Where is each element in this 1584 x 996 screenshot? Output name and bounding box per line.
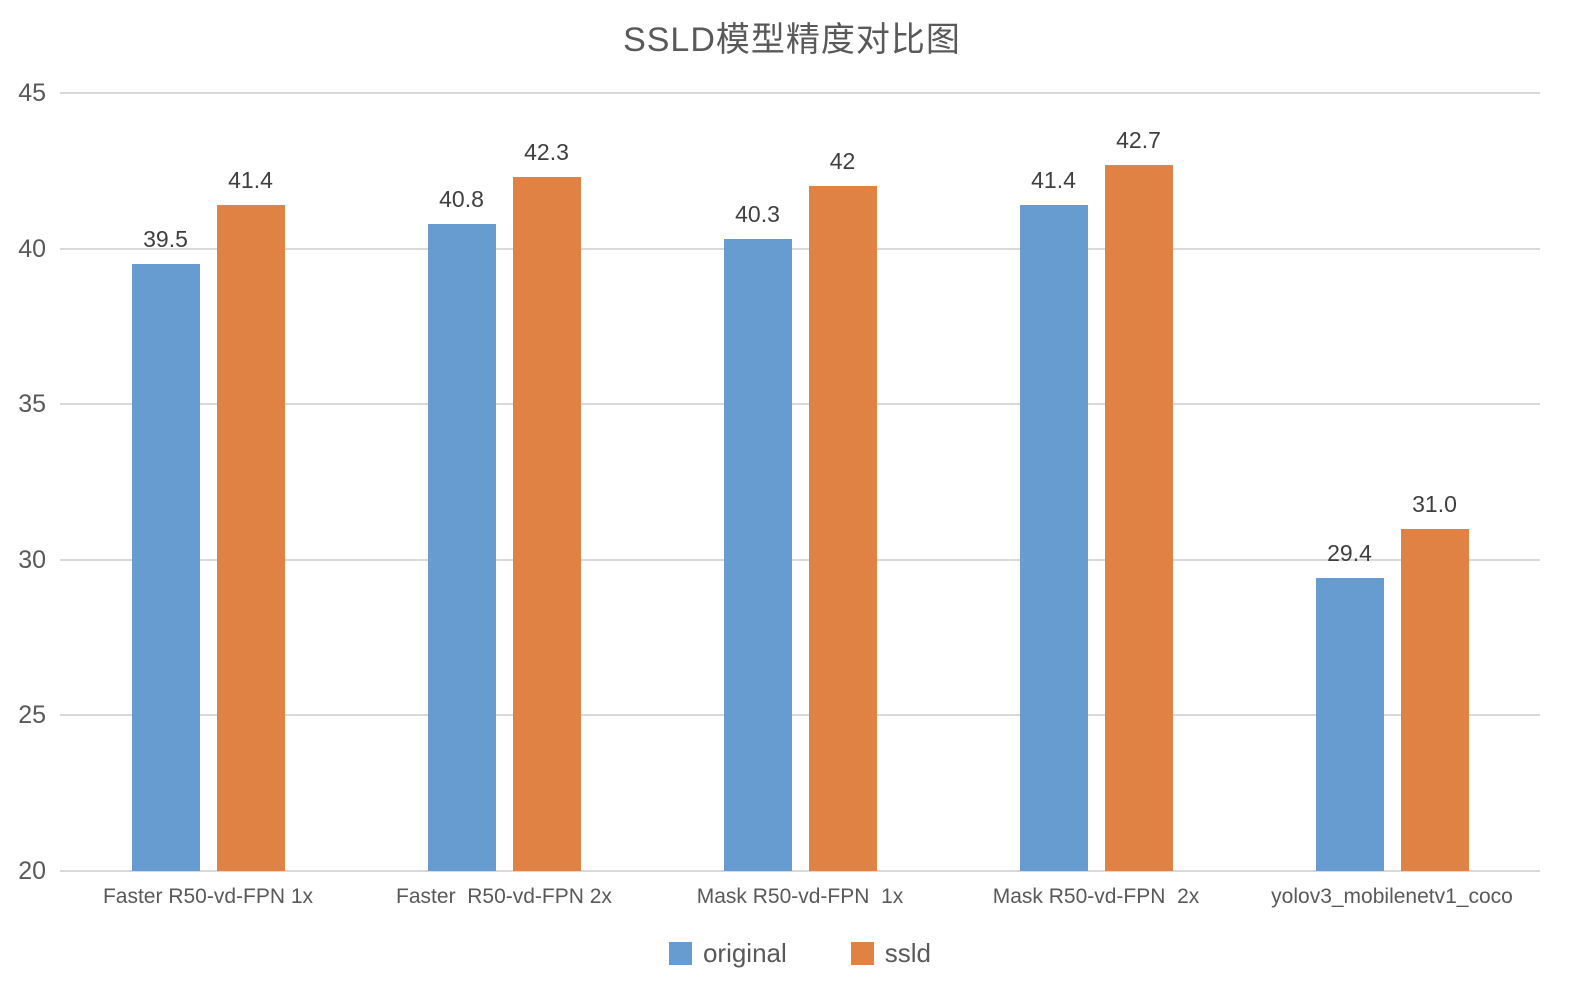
data-label-original-1: 40.8: [439, 185, 484, 212]
legend-swatch-original: [668, 942, 692, 965]
bar-ssld-2: [808, 186, 877, 871]
data-label-original-4: 29.4: [1327, 540, 1372, 567]
bar-original-0: [131, 264, 200, 871]
bar-original-4: [1315, 578, 1384, 871]
data-label-ssld-1: 42.3: [524, 139, 569, 166]
data-label-ssld-0: 41.4: [228, 167, 273, 194]
x-category-label-1: Faster R50-vd-FPN 2x: [396, 885, 612, 908]
data-label-original-0: 39.5: [143, 226, 188, 253]
x-category-label-3: Mask R50-vd-FPN 2x: [992, 885, 1200, 908]
bar-ssld-4: [1400, 528, 1469, 871]
y-tick-label-20: 20: [18, 857, 46, 885]
legend-item-ssld: ssld: [850, 938, 932, 969]
data-label-original-2: 40.3: [735, 201, 780, 228]
gridline-y-20: [60, 870, 1540, 872]
data-label-original-3: 41.4: [1031, 167, 1076, 194]
legend-item-original: original: [668, 938, 787, 969]
chart-title: SSLD模型精度对比图: [623, 21, 961, 59]
data-label-ssld-3: 42.7: [1116, 126, 1161, 153]
bar-original-3: [1019, 205, 1088, 871]
bar-original-2: [723, 239, 792, 871]
legend-label-original: original: [702, 938, 787, 968]
y-tick-label-35: 35: [18, 390, 46, 419]
x-category-label-4: yolov3_mobilenetv1_coco: [1271, 885, 1513, 908]
y-tick-label-40: 40: [18, 234, 46, 263]
y-tick-label-25: 25: [18, 701, 46, 730]
bar-original-1: [427, 223, 496, 871]
legend-swatch-ssld: [850, 942, 874, 965]
y-tick-label-30: 30: [18, 545, 46, 574]
y-tick-label-45: 45: [18, 79, 46, 107]
gridline-y-30: [60, 558, 1540, 561]
x-category-label-2: Mask R50-vd-FPN 1x: [696, 885, 904, 908]
bar-ssld-1: [512, 177, 581, 871]
data-label-ssld-2: 42: [829, 148, 856, 175]
gridline-y-40: [60, 247, 1540, 250]
data-label-ssld-4: 31.0: [1412, 490, 1457, 517]
gridline-y-25: [60, 714, 1540, 717]
bar-ssld-3: [1104, 164, 1173, 871]
x-category-label-0: Faster R50-vd-FPN 1x: [102, 885, 314, 908]
gridline-y-35: [60, 403, 1540, 406]
legend-label-ssld: ssld: [884, 938, 932, 968]
legend: original ssld: [60, 938, 1540, 969]
gridline-y-45: [60, 92, 1540, 94]
bar-ssld-0: [216, 205, 285, 871]
